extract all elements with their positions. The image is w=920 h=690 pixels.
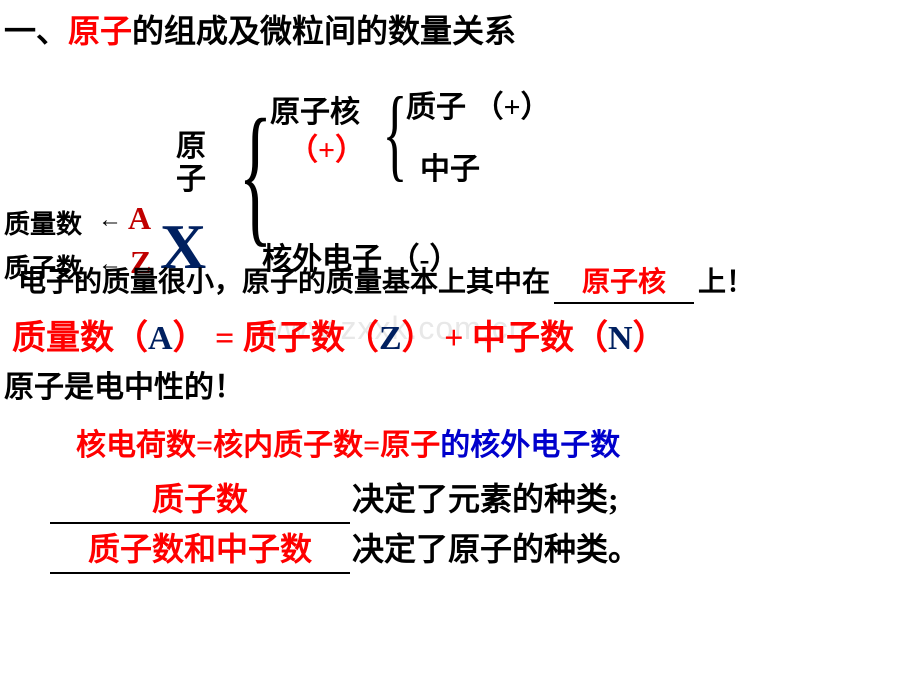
s4-rest: 决定了元素的种类;	[352, 481, 619, 517]
brace-icon: {	[382, 82, 407, 186]
eq-p1: 质量数（	[12, 320, 148, 357]
arrow-icon: ←	[98, 206, 122, 234]
s3-red: 核电荷数=核内质子数=原子	[76, 429, 440, 462]
nucleus-label: 原子核 （+）	[270, 94, 365, 169]
mass-number-label: 质量数	[4, 204, 82, 241]
neutron-label: 中子	[420, 144, 480, 188]
eq-p4: ）	[633, 320, 667, 357]
eq-var-A: A	[148, 320, 173, 357]
eq-p2: ） = 质子数（	[173, 320, 379, 357]
blank-fill-nucleus: 原子核	[554, 260, 694, 304]
blank-fill-proton-neutron: 质子数和中子数	[50, 524, 350, 574]
sentence-element-type: 质子数决定了元素的种类;	[50, 474, 619, 524]
eq-var-N: N	[608, 320, 633, 357]
sentence-mass-location: 电子的质量很小，原子的质量基本上其中在 原子核 上！	[18, 260, 754, 304]
s3-blue: 的核外电子数	[440, 429, 620, 462]
brace-icon: {	[239, 96, 273, 252]
atom-structure: 原 子 { 原子核 （+） { 质子 （+） 中子 核外电子 （-） 质量数 质…	[0, 52, 920, 272]
sentence1-after: 上！	[698, 267, 754, 298]
blank-fill-proton: 质子数	[50, 474, 350, 524]
title-prefix: 一、	[4, 13, 68, 49]
proton-label: 质子 （+）	[406, 82, 551, 126]
eq-p3: ） + 中子数（	[402, 320, 608, 357]
mass-number-equation: 质量数（A） = 质子数（Z） + 中子数（N）	[12, 310, 667, 359]
title-suffix: 的组成及微粒间的数量关系	[132, 13, 516, 49]
eq-var-Z: Z	[379, 320, 402, 357]
sentence-atom-type: 质子数和中子数决定了原子的种类。	[50, 524, 640, 574]
sentence1-before: 电子的质量很小，原子的质量基本上其中在	[18, 267, 550, 298]
sentence-neutral: 原子是电中性的！	[4, 362, 244, 406]
title-highlight: 原子	[68, 13, 132, 49]
s5-rest: 决定了原子的种类。	[352, 531, 640, 567]
slide-content: 一、原子的组成及微粒间的数量关系 原 子 { 原子核 （+） { 质子 （+） …	[0, 0, 920, 272]
mass-number-A: A	[128, 200, 151, 237]
nucleus-text: 原子核	[270, 96, 360, 129]
atom-char1: 原	[176, 130, 206, 163]
atom-char2: 子	[176, 163, 206, 196]
atom-label: 原 子	[176, 130, 206, 196]
sentence-charge-equality: 核电荷数=核内质子数=原子的核外电子数	[76, 420, 620, 464]
nucleus-sign: （+）	[288, 134, 365, 167]
fill-text: 原子核	[582, 267, 666, 298]
title: 一、原子的组成及微粒间的数量关系	[0, 0, 920, 52]
